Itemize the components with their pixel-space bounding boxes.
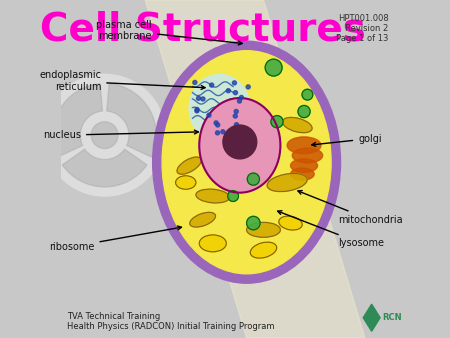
Ellipse shape — [176, 176, 196, 189]
Circle shape — [221, 130, 225, 134]
Text: nucleus: nucleus — [43, 130, 198, 140]
Wedge shape — [62, 149, 147, 187]
Ellipse shape — [196, 189, 230, 203]
Circle shape — [195, 109, 199, 113]
Text: TVA Technical Training
Health Physics (RADCON) Initial Training Program: TVA Technical Training Health Physics (R… — [68, 312, 275, 331]
Ellipse shape — [247, 222, 280, 237]
Ellipse shape — [267, 173, 307, 192]
Circle shape — [207, 113, 211, 117]
Circle shape — [223, 125, 257, 159]
Circle shape — [214, 121, 218, 125]
Ellipse shape — [152, 41, 341, 284]
Circle shape — [210, 83, 214, 87]
Circle shape — [44, 74, 166, 196]
Circle shape — [197, 96, 201, 100]
Text: Cell Structures: Cell Structures — [40, 10, 365, 48]
Circle shape — [238, 99, 242, 103]
Ellipse shape — [199, 98, 280, 193]
Ellipse shape — [283, 117, 312, 133]
Polygon shape — [363, 304, 380, 331]
Circle shape — [91, 122, 118, 149]
Circle shape — [201, 97, 205, 101]
Circle shape — [234, 91, 238, 95]
Circle shape — [216, 123, 220, 127]
Circle shape — [232, 81, 236, 85]
Circle shape — [271, 116, 283, 128]
Circle shape — [226, 89, 230, 93]
Circle shape — [298, 105, 310, 118]
Circle shape — [247, 216, 260, 230]
Circle shape — [228, 191, 238, 201]
Wedge shape — [107, 84, 156, 157]
Circle shape — [302, 89, 313, 100]
Text: mitochondria: mitochondria — [298, 191, 402, 225]
Text: lysosome: lysosome — [278, 211, 384, 248]
Circle shape — [239, 95, 243, 99]
Ellipse shape — [291, 159, 318, 172]
Circle shape — [247, 173, 260, 185]
Circle shape — [265, 59, 282, 76]
Text: HPT001.008
Revision 2
Page 1 of 13: HPT001.008 Revision 2 Page 1 of 13 — [336, 14, 388, 43]
Text: golgi: golgi — [312, 134, 382, 146]
Text: ribosome: ribosome — [49, 226, 181, 252]
Polygon shape — [145, 0, 365, 338]
Circle shape — [234, 110, 238, 114]
Text: RCN: RCN — [382, 313, 401, 322]
Circle shape — [193, 80, 197, 84]
Ellipse shape — [199, 235, 226, 252]
Ellipse shape — [190, 212, 216, 227]
Ellipse shape — [177, 157, 201, 174]
Ellipse shape — [291, 168, 314, 180]
Circle shape — [216, 131, 220, 135]
Ellipse shape — [162, 51, 331, 274]
Circle shape — [246, 85, 250, 89]
Ellipse shape — [189, 74, 250, 142]
Ellipse shape — [292, 148, 323, 163]
Ellipse shape — [250, 242, 277, 258]
Wedge shape — [53, 84, 103, 157]
Circle shape — [233, 114, 237, 118]
Circle shape — [234, 123, 239, 127]
Circle shape — [195, 107, 199, 112]
Ellipse shape — [287, 137, 321, 154]
Text: endoplasmic
reticulum: endoplasmic reticulum — [39, 70, 205, 92]
Ellipse shape — [279, 216, 302, 230]
Text: plasma cell
membrane: plasma cell membrane — [96, 20, 242, 45]
